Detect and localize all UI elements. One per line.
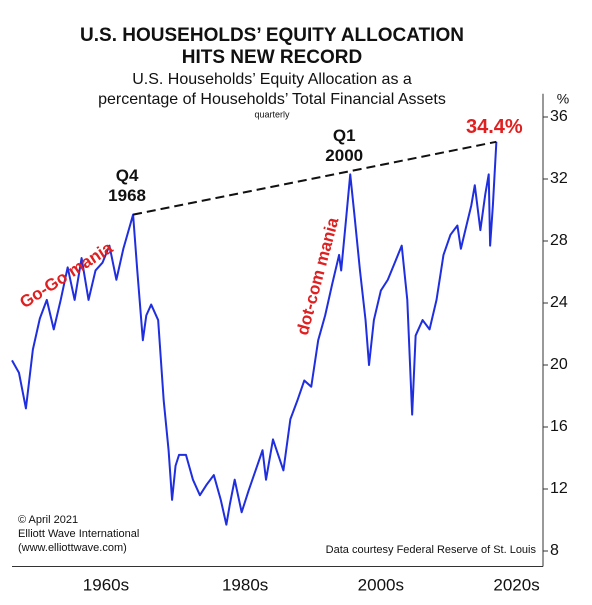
chart-subtitle: percentage of Households’ Total Financia… [98,91,446,108]
data-line [11,141,498,526]
y-tick-label: 12 [550,480,568,497]
chart-title: U.S. HOUSEHOLDS’ EQUITY ALLOCATION [80,25,464,46]
credit: Elliott Wave International [18,528,139,540]
credit: (www.elliottwave.com) [18,542,127,554]
x-tick-label: 2000s [358,575,404,594]
frequency-note: quarterly [254,109,290,119]
y-tick-label: 32 [550,170,568,187]
x-tick-label: 1980s [222,575,268,594]
peak-label: Q4 [116,166,139,185]
value-label: 34.4% [466,116,523,138]
trend-line [132,140,497,216]
credit: © April 2021 [18,514,78,526]
y-tick-label: 8 [550,542,559,559]
peak-label: Q1 [333,126,356,145]
y-unit-label: % [557,91,569,107]
y-tick-label: 24 [550,294,568,311]
x-tick-label: 2020s [493,575,539,594]
source: Data courtesy Federal Reserve of St. Lou… [326,544,537,556]
chart-title: HITS NEW RECORD [182,47,363,68]
peak-label: 1968 [108,186,146,205]
peak-label: 2000 [325,146,363,165]
y-tick-label: 16 [550,418,568,435]
y-tick-label: 36 [550,108,568,125]
y-tick-label: 20 [550,356,568,373]
y-tick-label: 28 [550,232,568,249]
chart-subtitle: U.S. Households’ Equity Allocation as a [132,71,412,88]
x-tick-label: 1960s [83,575,129,594]
